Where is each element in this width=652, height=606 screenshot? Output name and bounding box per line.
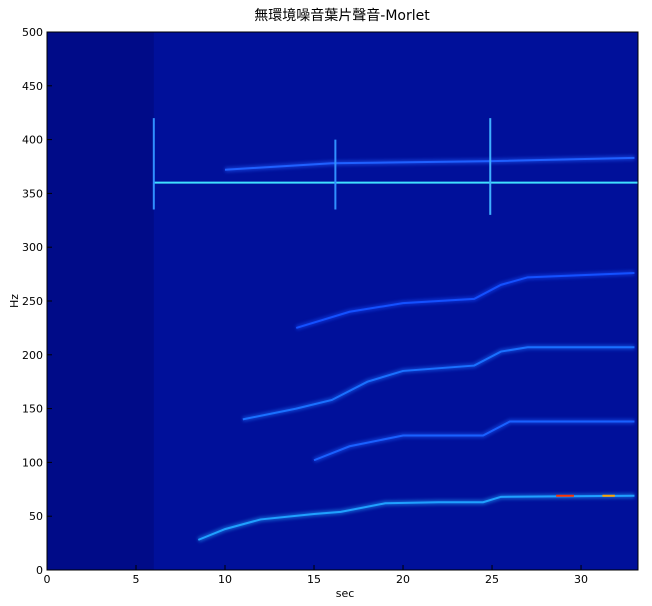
y-tick-label: 300	[22, 241, 43, 254]
y-axis-label: Hz	[8, 294, 21, 308]
y-tick-label: 150	[22, 403, 43, 416]
ridge	[197, 494, 635, 541]
x-tick-label: 25	[485, 573, 499, 586]
x-tick-label: 30	[574, 573, 588, 586]
y-tick-label: 50	[29, 510, 43, 523]
chart-title: 無環境噪音葉片聲音-Morlet	[254, 7, 430, 24]
x-tick-label: 5	[133, 573, 140, 586]
ridge	[224, 156, 635, 171]
x-tick-label: 10	[218, 573, 232, 586]
y-tick-label: 450	[22, 80, 43, 93]
quiet-region	[47, 32, 154, 570]
y-tick-label: 500	[22, 26, 43, 39]
ridge	[313, 420, 635, 462]
x-tick-label: 20	[396, 573, 410, 586]
x-axis-label: sec	[336, 587, 355, 600]
y-tick-label: 200	[22, 349, 43, 362]
ridge	[242, 346, 635, 421]
y-tick-label: 0	[36, 564, 43, 577]
x-tick-label: 0	[44, 573, 51, 586]
y-tick-label: 250	[22, 295, 43, 308]
x-tick-label: 15	[307, 573, 321, 586]
y-tick-label: 400	[22, 134, 43, 147]
ridge	[295, 272, 635, 329]
y-tick-label: 350	[22, 187, 43, 200]
y-tick-label: 100	[22, 456, 43, 469]
